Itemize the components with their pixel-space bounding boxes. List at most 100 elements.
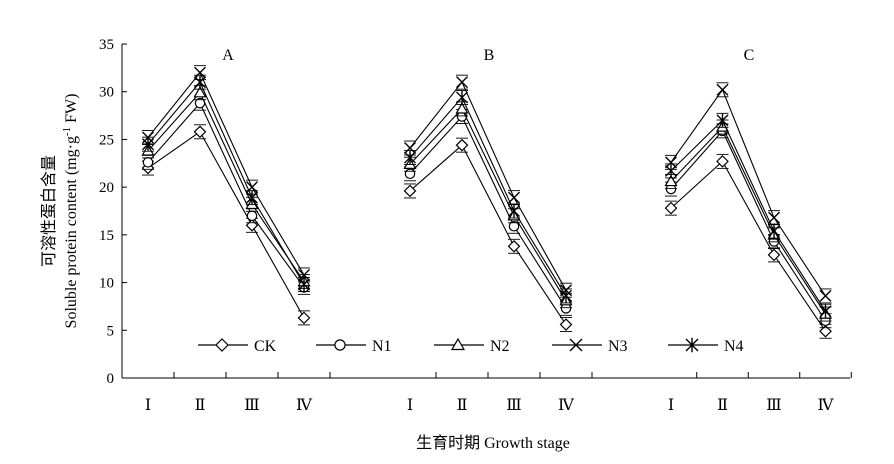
y-axis-title-en: Soluble protein content (mg·g-1 FW) [61, 94, 80, 329]
data-point [193, 85, 207, 98]
stage-tick-label: Ⅰ [407, 397, 413, 414]
series-n4 [665, 112, 832, 319]
series-n3 [142, 65, 310, 283]
data-point [716, 155, 729, 168]
panel-label: C [744, 47, 755, 64]
data-point [194, 66, 206, 79]
series-line [147, 130, 305, 319]
panel-label: B [484, 47, 495, 64]
series-n4 [142, 74, 310, 292]
legend-label: N4 [724, 338, 744, 355]
panel-c: Ⅰ Ⅱ Ⅲ Ⅳ C [664, 47, 835, 414]
series-line [409, 115, 567, 309]
y-tick-label: 15 [99, 228, 114, 244]
data-point [455, 138, 469, 152]
series-line [670, 88, 826, 297]
data-point [404, 150, 416, 165]
data-point [246, 210, 258, 222]
data-point [194, 75, 206, 89]
panel-b: Ⅰ Ⅱ Ⅲ Ⅳ B [403, 47, 575, 414]
series-line [147, 81, 305, 285]
stage-tick-label: Ⅰ [145, 397, 151, 414]
data-point [665, 156, 677, 169]
stage-tick-label: Ⅱ [717, 397, 728, 414]
series-n4 [404, 89, 572, 304]
stage-tick-label: Ⅲ [766, 397, 781, 414]
y-tick-label: 0 [107, 371, 115, 387]
stage-tick-label: Ⅳ [818, 397, 835, 414]
y-tick-label: 35 [99, 37, 114, 53]
data-point [768, 211, 780, 224]
series-n1 [142, 95, 310, 295]
legend-marker [685, 337, 699, 353]
legend-label: CK [254, 338, 277, 355]
data-point [455, 102, 469, 114]
series-ck [664, 153, 832, 339]
axes: 0 5 10 15 20 25 30 35 [99, 37, 852, 387]
legend-marker [215, 338, 229, 352]
series-line [409, 96, 567, 297]
stage-tick-label: Ⅳ [296, 397, 313, 414]
data-point [193, 125, 207, 139]
series-line [147, 71, 305, 276]
legend-marker [450, 337, 466, 351]
data-point [508, 220, 520, 232]
stage-tick-label: Ⅱ [457, 397, 468, 414]
data-point [142, 137, 154, 151]
data-point [404, 168, 416, 180]
data-point [403, 184, 417, 198]
panel-a: Ⅰ Ⅱ Ⅲ Ⅳ A [141, 47, 313, 414]
y-tick-label: 25 [99, 132, 114, 148]
series-line [147, 91, 305, 282]
series-line [147, 102, 305, 288]
data-point [298, 277, 310, 292]
data-point [456, 90, 468, 105]
series-n2 [141, 85, 311, 290]
legend-item-n3: N3 [552, 338, 628, 355]
data-point [819, 304, 832, 318]
y-tick-label: 20 [99, 180, 114, 196]
series-line [670, 126, 826, 315]
legend-label: N2 [490, 338, 510, 355]
series-n2 [403, 101, 573, 309]
data-point [456, 76, 468, 89]
series-line [670, 160, 826, 332]
stage-tick-label: Ⅲ [506, 397, 521, 414]
legend-label: N3 [608, 338, 628, 355]
y-axis-title-cn: 可溶性蛋白含量 [40, 155, 58, 267]
stage-tick-label: Ⅲ [244, 397, 259, 414]
stage-tick-label: Ⅱ [195, 397, 206, 414]
series-ck [141, 124, 311, 326]
data-point [767, 248, 781, 262]
series-line [409, 81, 567, 291]
stage-tick-label: Ⅰ [668, 397, 674, 414]
legend-label: N1 [372, 338, 392, 355]
legend-item-n2: N2 [434, 337, 510, 355]
series-line [409, 144, 567, 325]
data-point [716, 113, 729, 127]
data-point [819, 324, 832, 338]
data-point [142, 157, 154, 168]
data-point [665, 164, 677, 178]
stage-tick-label: Ⅳ [558, 397, 575, 414]
data-point [560, 289, 572, 303]
data-point [664, 201, 678, 215]
x-axis-title: 生育时期 Growth stage [416, 434, 570, 452]
data-point [404, 142, 416, 155]
data-point [246, 191, 258, 205]
data-point [507, 239, 521, 253]
series-ck [403, 137, 573, 333]
data-point [716, 83, 729, 96]
legend-item-n1: N1 [316, 338, 392, 355]
data-point [768, 224, 780, 238]
legend-marker [334, 339, 346, 351]
y-tick-label: 5 [107, 323, 115, 339]
data-point [297, 311, 311, 325]
panel-label: A [222, 47, 234, 64]
series-n3 [665, 82, 832, 304]
chart-panels: Ⅰ Ⅱ Ⅲ Ⅳ A Ⅰ Ⅱ Ⅲ Ⅳ B Ⅰ Ⅱ Ⅲ Ⅳ C [141, 47, 835, 414]
y-tick-label: 10 [99, 276, 114, 292]
data-point [508, 204, 520, 218]
axis-labels: 生育时期 Growth stage Soluble protein content… [40, 94, 570, 452]
